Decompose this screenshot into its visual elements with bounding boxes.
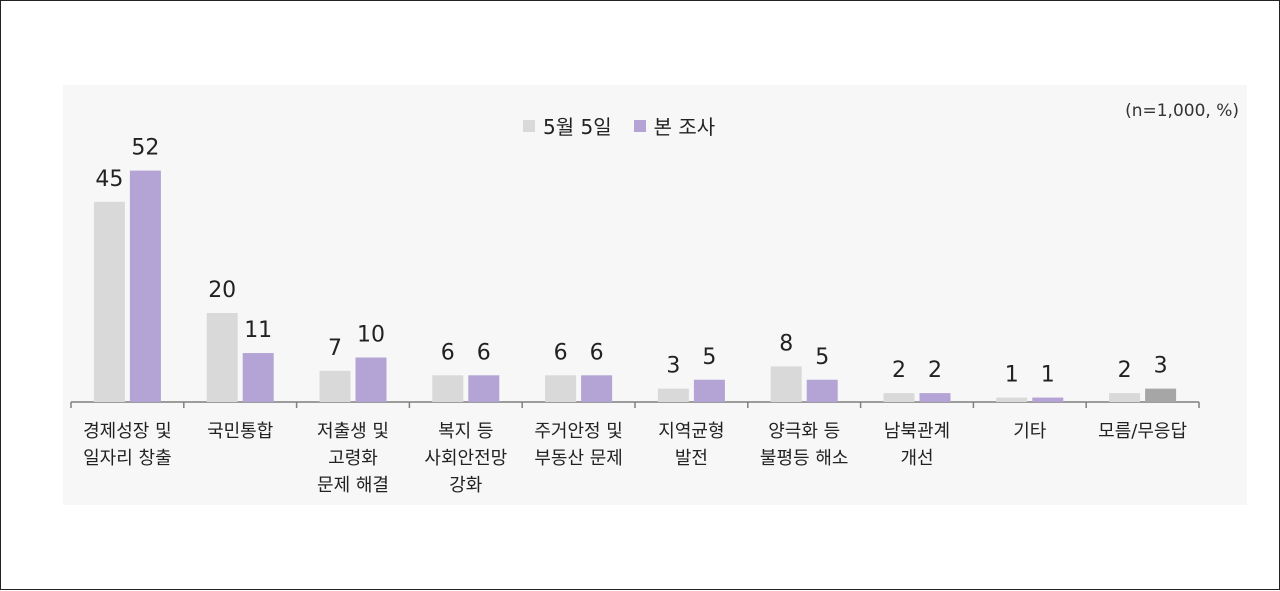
- data-label-series-1: 6: [554, 340, 568, 365]
- legend: 5월 5일 본 조사: [523, 111, 715, 140]
- bar-series-1: [545, 375, 577, 402]
- category-label: 일자리 창출: [83, 448, 172, 469]
- category-label: 강화: [449, 475, 482, 496]
- data-label-series-2: 11: [244, 318, 272, 343]
- category-label: 남북관계: [884, 421, 950, 442]
- bar-series-2: [355, 357, 387, 402]
- data-label-series-1: 8: [779, 331, 793, 356]
- bar-series-2: [468, 375, 500, 402]
- plot-background: [63, 85, 1247, 505]
- data-label-series-2: 10: [357, 323, 385, 348]
- data-label-series-1: 45: [95, 167, 123, 192]
- bar-series-2: [693, 379, 725, 402]
- category-label: 개선: [900, 448, 933, 469]
- bar-series-2: [129, 170, 161, 402]
- data-label-series-2: 3: [1154, 354, 1168, 379]
- data-label-series-1: 2: [1118, 358, 1132, 383]
- data-label-series-2: 2: [928, 358, 942, 383]
- legend-item-series-1: 5월 5일: [523, 111, 612, 140]
- bar-series-1: [93, 201, 125, 402]
- legend-swatch-series-1: [523, 119, 535, 132]
- category-label: 발전: [675, 448, 708, 469]
- bar-series-1: [319, 370, 351, 402]
- category-label: 경제성장 및: [83, 421, 172, 442]
- data-label-series-2: 6: [477, 340, 491, 365]
- category-label: 모름/무응답: [1098, 421, 1187, 442]
- legend-label-series-2: 본 조사: [653, 115, 716, 139]
- bar-series-2: [919, 393, 951, 402]
- data-label-series-1: 6: [441, 340, 455, 365]
- sample-note: (n=1,000, %): [1125, 101, 1239, 121]
- bar-series-2: [1032, 397, 1064, 402]
- category-label: 기타: [1013, 421, 1047, 442]
- legend-label-series-1: 5월 5일: [543, 115, 612, 139]
- bar-series-1: [996, 397, 1028, 402]
- bar-series-1: [770, 366, 802, 402]
- data-label-series-1: 1: [1005, 363, 1019, 388]
- data-label-series-2: 52: [131, 136, 159, 161]
- category-label: 저출생 및: [317, 421, 389, 442]
- bar-series-1: [883, 393, 915, 402]
- bar-series-1: [1109, 393, 1141, 402]
- category-label: 문제 해결: [317, 475, 389, 496]
- bar-series-2: [242, 353, 274, 402]
- data-label-series-2: 1: [1041, 363, 1055, 388]
- category-label: 불평등 해소: [760, 448, 849, 469]
- category-label: 복지 등: [438, 421, 493, 442]
- category-label: 부동산 문제: [534, 448, 623, 469]
- category-label: 고령화: [328, 448, 378, 469]
- data-label-series-1: 2: [892, 358, 906, 383]
- category-label: 지역균형: [658, 421, 724, 442]
- category-label: 사회안전망: [424, 448, 507, 469]
- legend-swatch-series-2: [633, 119, 646, 132]
- bar-series-1: [432, 375, 464, 402]
- legend-item-series-2: 본 조사: [633, 111, 716, 140]
- data-label-series-2: 5: [815, 345, 829, 370]
- category-label: 주거안정 및: [534, 421, 623, 442]
- bar-series-1: [206, 313, 238, 402]
- bar-series-2: [581, 375, 613, 402]
- data-label-series-1: 7: [328, 336, 342, 361]
- data-label-series-1: 20: [208, 278, 236, 303]
- bar-series-2: [1145, 388, 1177, 402]
- category-label: 양극화 등: [768, 421, 840, 442]
- category-label: 국민통합: [207, 421, 273, 442]
- data-label-series-2: 6: [590, 340, 604, 365]
- bar-series-1: [657, 388, 689, 402]
- data-label-series-1: 3: [666, 354, 680, 379]
- data-label-series-2: 5: [702, 345, 716, 370]
- bar-series-2: [806, 379, 838, 402]
